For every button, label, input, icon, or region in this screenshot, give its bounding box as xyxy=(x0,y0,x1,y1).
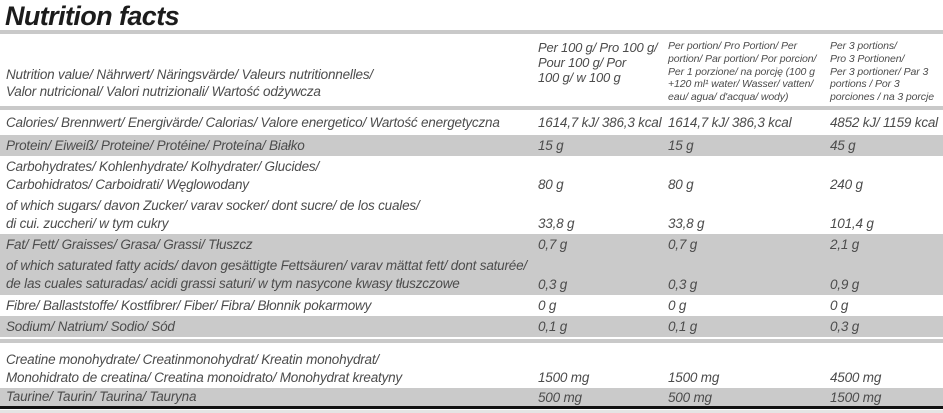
value-per-3-portions: 240 g xyxy=(830,177,863,192)
value-per-100g: 1614,7 kJ/ 386,3 kcal xyxy=(538,115,662,130)
header-line: Per 3 portions/ xyxy=(830,40,897,52)
header-line: Pro 3 Portionen/ xyxy=(830,52,905,65)
row-label: Carbohydrates/ Kohlenhydrate/ Kolhydrate… xyxy=(6,158,320,174)
value-per-3-portions: 1500 mg xyxy=(830,389,882,405)
row-taurine: Taurine/ Taurin/ Taurina/ Tauryna 500 mg… xyxy=(0,388,943,406)
header-line: Per portion/ Pro Portion/ Per xyxy=(668,40,797,52)
header-line: Pour 100 g/ Por xyxy=(538,55,627,70)
value-per-3-portions: 0 g xyxy=(830,298,849,313)
value-per-portion: 500 mg xyxy=(668,389,712,405)
value-per-100g: 0 g xyxy=(538,298,557,313)
table-header: Nutrition value/ Nährwert/ Näringsvärde/… xyxy=(0,34,943,106)
header-nutrition-value: Nutrition value/ Nährwert/ Näringsvärde/… xyxy=(0,34,538,106)
header-line: Per 1 porzione/ na porcję (100 g xyxy=(668,65,815,78)
header-per-portion: Per portion/ Pro Portion/ Per portion/ P… xyxy=(668,34,830,106)
value-per-portion: 0 g xyxy=(668,298,687,313)
value-per-3-portions: 0,9 g xyxy=(830,277,860,292)
row-label: Carbohidratos/ Carboidrati/ Węglowodany xyxy=(6,176,249,192)
row-label: Fat/ Fett/ Graisses/ Grasa/ Grassi/ Tłus… xyxy=(6,236,253,252)
divider-section xyxy=(0,339,943,343)
row-label: di cui. zuccheri/ w tym cukry xyxy=(6,215,169,231)
header-per-100g: Per 100 g/ Pro 100 g/ Pour 100 g/ Por 10… xyxy=(538,34,668,106)
header-line: Per 100 g/ Pro 100 g/ xyxy=(538,40,658,55)
value-per-3-portions: 4500 mg xyxy=(830,370,882,385)
value-per-100g: 80 g xyxy=(538,177,564,192)
row-creatine: Creatine monohydrate/ Creatinmonohydrat/… xyxy=(0,350,943,388)
header-line: portion/ Par portion/ Por porcion/ xyxy=(668,52,817,65)
row-fat: Fat/ Fett/ Graisses/ Grasa/ Grassi/ Tłus… xyxy=(0,234,943,255)
value-per-portion: 0,7 g xyxy=(668,237,698,252)
value-per-3-portions: 2,1 g xyxy=(830,237,860,252)
row-calories: Calories/ Brennwert/ Energivärde/ Calori… xyxy=(0,110,943,135)
header-line: +120 ml¹ water/ Wasser/ vatten/ xyxy=(668,78,814,91)
row-sodium: Sodium/ Natrium/ Sodio/ Sód 0,1 g 0,1 g … xyxy=(0,316,943,337)
page-title: Nutrition facts xyxy=(5,1,180,31)
value-per-100g: 15 g xyxy=(538,138,564,153)
value-per-100g: 0,3 g xyxy=(538,277,568,292)
row-label: de las cuales saturadas/ acidi grassi sa… xyxy=(6,276,460,291)
value-per-portion: 0,3 g xyxy=(668,277,698,292)
value-per-portion: 15 g xyxy=(668,138,694,153)
header-per-3-portions: Per 3 portions/ Pro 3 Portionen/ Per 3 p… xyxy=(830,34,943,106)
value-per-100g: 0,7 g xyxy=(538,237,568,252)
header-line: porciones / na 3 porcje xyxy=(830,91,934,104)
row-label: Creatine monohydrate/ Creatinmonohydrat/… xyxy=(6,352,379,367)
row-label: Protein/ Eiweiß/ Proteine/ Protéine/ Pro… xyxy=(6,137,305,153)
value-per-3-portions: 0,3 g xyxy=(830,319,860,334)
value-per-portion: 1614,7 kJ/ 386,3 kcal xyxy=(668,115,792,130)
value-per-portion: 0,1 g xyxy=(668,319,698,334)
header-line: eau/ agua/ d'acqua/ wody) xyxy=(668,91,789,104)
row-fibre: Fibre/ Ballaststoffe/ Kostfibrer/ Fiber/… xyxy=(0,295,943,316)
row-sugars: of which sugars/ davon Zucker/ varav soc… xyxy=(0,195,943,234)
row-label: of which sugars/ davon Zucker/ varav soc… xyxy=(6,197,420,213)
value-per-100g: 1500 mg xyxy=(538,370,590,385)
value-per-portion: 33,8 g xyxy=(668,216,705,231)
row-label: of which saturated fatty acids/ davon ge… xyxy=(6,258,527,273)
row-label: Fibre/ Ballaststoffe/ Kostfibrer/ Fiber/… xyxy=(6,297,372,313)
header-label-line: Nutrition value/ Nährwert/ Näringsvärde/… xyxy=(6,67,373,82)
header-line: portions / Por 3 xyxy=(830,78,900,91)
header-line: 100 g/ w 100 g xyxy=(538,70,621,85)
row-label: Calories/ Brennwert/ Energivärde/ Calori… xyxy=(6,114,500,130)
header-line: Per 3 portioner/ Par 3 xyxy=(830,65,929,78)
value-per-3-portions: 45 g xyxy=(830,138,856,153)
value-per-portion: 80 g xyxy=(668,177,694,192)
divider-header xyxy=(0,106,943,110)
value-per-100g: 500 mg xyxy=(538,389,582,405)
row-label: Taurine/ Taurin/ Taurina/ Tauryna xyxy=(6,389,197,404)
row-carbohydrates: Carbohydrates/ Kohlenhydrate/ Kolhydrate… xyxy=(0,156,943,195)
value-per-portion: 1500 mg xyxy=(668,370,720,385)
footer-strip xyxy=(0,410,943,413)
divider-bottom-black xyxy=(0,406,943,409)
row-protein: Protein/ Eiweiß/ Proteine/ Protéine/ Pro… xyxy=(0,135,943,156)
value-per-100g: 0,1 g xyxy=(538,319,568,334)
divider-top xyxy=(0,30,943,34)
value-per-3-portions: 4852 kJ/ 1159 kcal xyxy=(830,115,938,130)
row-label: Sodium/ Natrium/ Sodio/ Sód xyxy=(6,318,175,334)
value-per-100g: 33,8 g xyxy=(538,216,575,231)
header-label-line: Valor nutricional/ Valori nutrizionali/ … xyxy=(6,84,321,99)
row-label: Monohidrato de creatina/ Creatina monoid… xyxy=(6,370,402,385)
value-per-3-portions: 101,4 g xyxy=(830,216,874,231)
row-saturated-fat: of which saturated fatty acids/ davon ge… xyxy=(0,255,943,295)
